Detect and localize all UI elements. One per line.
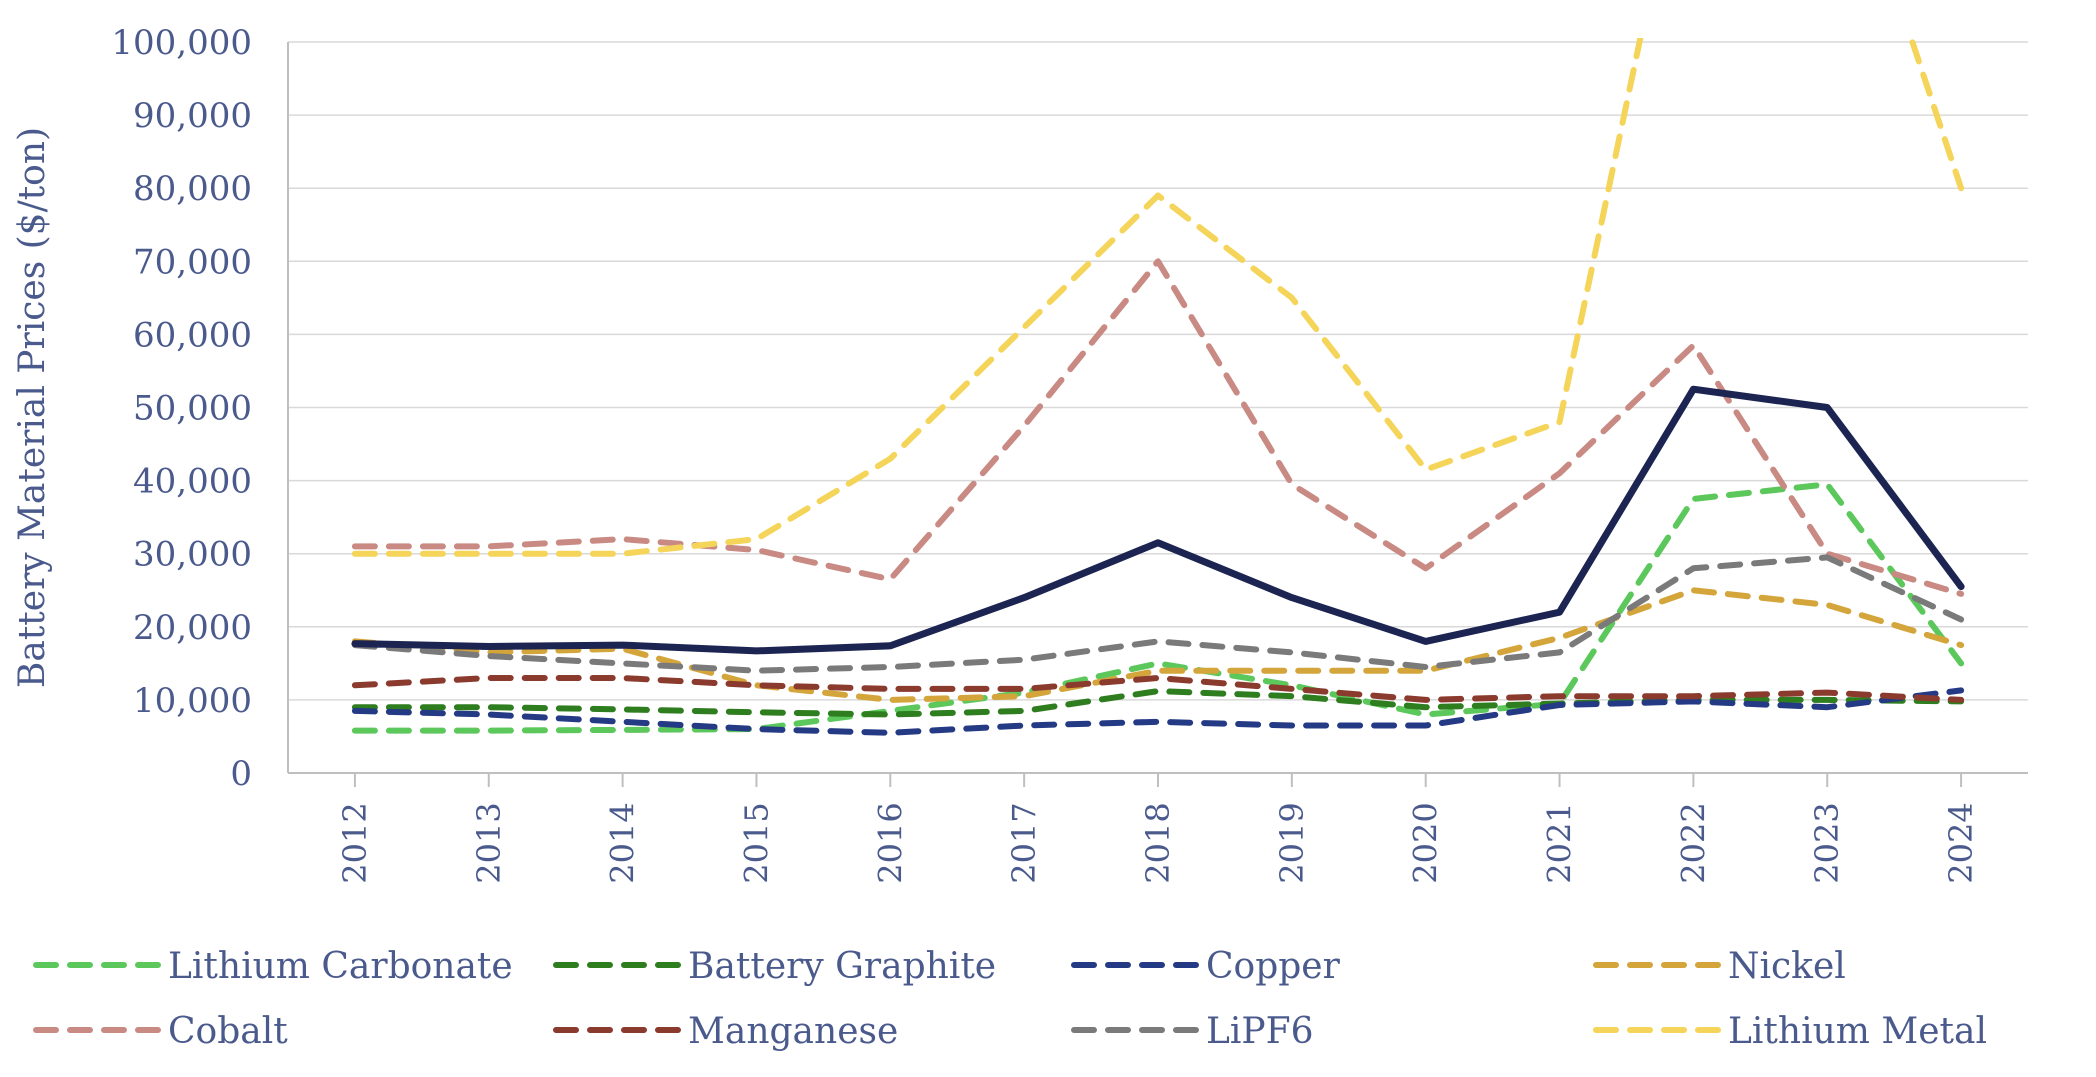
- y-tick-label: 80,000: [133, 169, 252, 209]
- y-tick-label: 20,000: [133, 608, 252, 648]
- series-line-lithium-carbonate: [351, 481, 1965, 734]
- series-lines: [351, 38, 1965, 736]
- y-tick-label: 90,000: [133, 96, 252, 136]
- series-line-cobalt: [351, 258, 1965, 597]
- series-line-nickel: [351, 587, 1965, 703]
- legend-label: Manganese: [688, 1011, 898, 1052]
- series-line-lithium-metal: [351, 38, 1965, 557]
- x-axis-ticks: 2012 2013 2014 2015 2016 2017 2018 2019 2020 2021…: [336, 773, 1980, 884]
- legend-label: Cobalt: [168, 1011, 288, 1052]
- x-tick-label: 2017: [1005, 802, 1043, 883]
- y-tick-label: 100,000: [111, 23, 252, 63]
- y-tick-label: 50,000: [133, 389, 252, 429]
- y-axis-title: Battery Material Prices ($/ton): [12, 127, 53, 688]
- x-tick-label: 2020: [1407, 802, 1445, 883]
- y-tick-label: 30,000: [133, 535, 252, 575]
- x-tick-label: 2024: [1942, 802, 1980, 883]
- series-line-total: [351, 385, 1965, 655]
- x-tick-label: 2015: [737, 802, 775, 883]
- y-tick-label: 40,000: [133, 462, 252, 502]
- legend-label: Nickel: [1728, 946, 1846, 987]
- x-tick-label: 2023: [1808, 802, 1846, 883]
- y-tick-label: 10,000: [133, 681, 252, 721]
- y-tick-label: 60,000: [133, 315, 252, 355]
- legend: Lithium Carbonate Battery Graphite Copper N…: [33, 946, 1987, 1052]
- x-tick-label: 2021: [1541, 802, 1579, 883]
- legend-label: Copper: [1206, 946, 1341, 987]
- y-tick-label: 0: [230, 754, 252, 794]
- series-line-lipf6: [351, 554, 1965, 674]
- x-tick-label: 2022: [1674, 802, 1712, 883]
- legend-label: LiPF6: [1206, 1011, 1314, 1052]
- series-line-manganese: [351, 675, 1965, 703]
- x-tick-label: 2012: [336, 802, 374, 883]
- x-tick-label: 2019: [1273, 802, 1311, 883]
- legend-label: Lithium Metal: [1728, 1011, 1987, 1052]
- legend-label: Battery Graphite: [688, 946, 996, 987]
- x-tick-label: 2013: [470, 802, 508, 883]
- x-tick-label: 2014: [604, 802, 642, 883]
- x-tick-label: 2018: [1139, 802, 1177, 883]
- legend-label: Lithium Carbonate: [168, 946, 513, 987]
- series-line-copper: [351, 687, 1965, 736]
- y-tick-label: 70,000: [133, 242, 252, 282]
- x-tick-label: 2016: [871, 802, 909, 883]
- y-axis-ticks: 0 10,000 20,000 30,000 40,000 50,000 60,000 70,…: [111, 23, 252, 794]
